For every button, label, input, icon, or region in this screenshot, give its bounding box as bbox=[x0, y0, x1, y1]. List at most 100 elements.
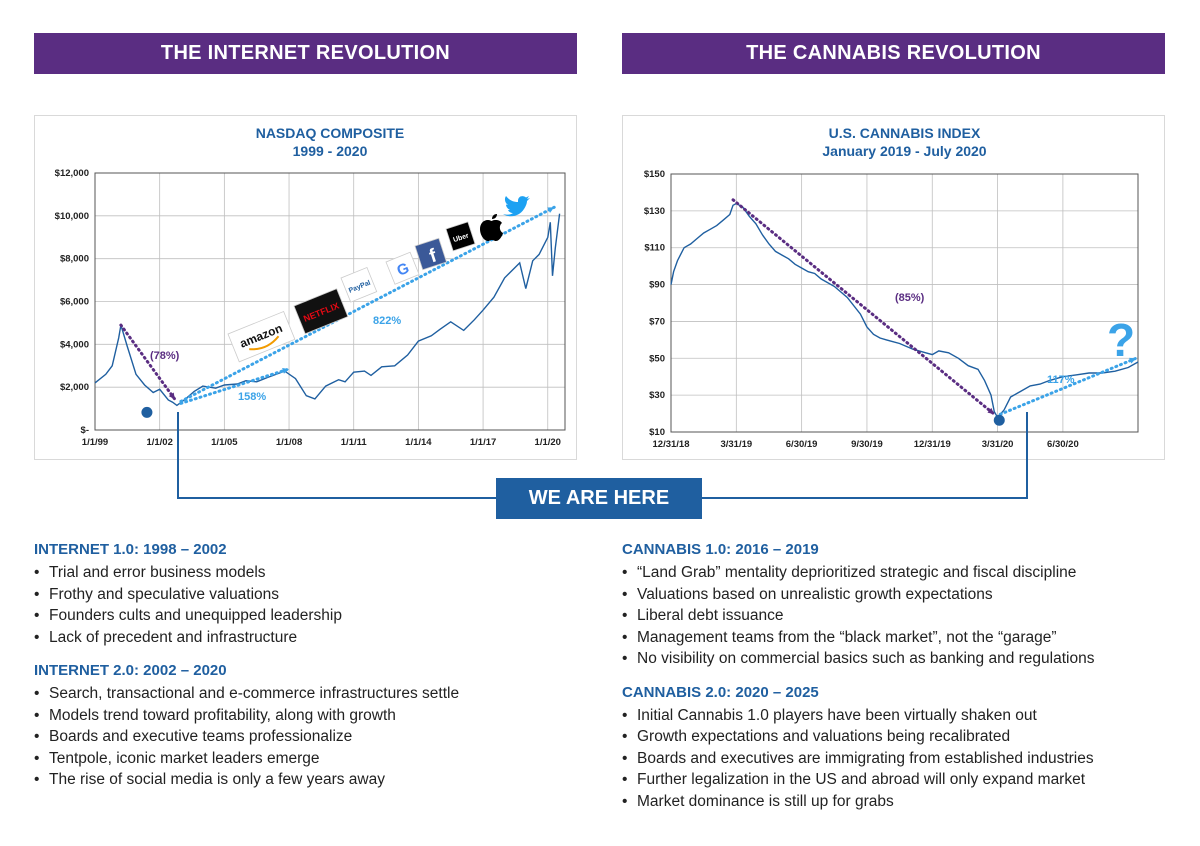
y-tick-label: $12,000 bbox=[55, 168, 89, 179]
x-tick-label: 3/31/20 bbox=[982, 439, 1014, 450]
uber-logo: Uber bbox=[445, 221, 476, 252]
chart-subtitle: 1999 - 2020 bbox=[293, 143, 368, 159]
list-item: Management teams from the “black market”… bbox=[622, 627, 1192, 649]
chart-title: NASDAQ COMPOSITE bbox=[256, 125, 405, 141]
list-item: Boards and executive teams professionali… bbox=[34, 726, 594, 748]
internet-revolution-banner: THE INTERNET REVOLUTION bbox=[34, 33, 577, 74]
recovery-label: 158% bbox=[238, 391, 266, 403]
recovery-arrow-head bbox=[282, 367, 290, 374]
cannabis-chart: U.S. CANNABIS INDEX January 2019 - July 2… bbox=[644, 125, 1139, 450]
nasdaq-chart-panel: NASDAQ COMPOSITE 1999 - 2020 $- $2,000 $4,00… bbox=[34, 115, 577, 460]
x-tick-label: 1/1/99 bbox=[82, 437, 108, 448]
internet-1-heading: INTERNET 1.0: 1998 – 2002 bbox=[34, 541, 227, 558]
list-item: Boards and executives are immigrating fr… bbox=[622, 748, 1192, 770]
cannabis-chart-panel: U.S. CANNABIS INDEX January 2019 - July 2… bbox=[622, 115, 1165, 460]
google-logo: G bbox=[385, 251, 420, 285]
x-tick-label: 12/31/19 bbox=[914, 439, 951, 450]
facebook-logo: f bbox=[414, 237, 448, 271]
y-tick-label: $- bbox=[81, 425, 89, 436]
nasdaq-series-line bbox=[94, 213, 561, 407]
list-item: Market dominance is still up for grabs bbox=[622, 791, 1192, 813]
x-tick-label: 1/1/05 bbox=[211, 437, 238, 448]
paypal-logo: PayPal bbox=[340, 266, 378, 303]
x-tick-label: 1/1/14 bbox=[405, 437, 432, 448]
internet-sections: INTERNET 1.0: 1998 – 2002 Trial and erro… bbox=[34, 541, 594, 805]
decline-arrow-head bbox=[987, 407, 995, 415]
list-item: Models trend toward profitability, along… bbox=[34, 705, 594, 727]
growth-label: 822% bbox=[373, 315, 401, 327]
list-item: Search, transactional and e-commerce inf… bbox=[34, 683, 594, 705]
list-item: The rise of social media is only a few y… bbox=[34, 769, 594, 791]
decline-label: (85%) bbox=[895, 292, 925, 304]
chart-subtitle: January 2019 - July 2020 bbox=[822, 143, 986, 159]
cannabis-2-section: CANNABIS 2.0: 2020 – 2025 Initial Cannab… bbox=[622, 684, 1192, 813]
x-tick-label: 1/1/20 bbox=[535, 437, 561, 448]
apple-logo bbox=[480, 214, 503, 241]
internet-2-section: INTERNET 2.0: 2002 – 2020 Search, transa… bbox=[34, 662, 594, 791]
y-tick-label: $110 bbox=[644, 243, 665, 254]
apple-logo-body bbox=[480, 220, 503, 241]
cannabis-1-section: CANNABIS 1.0: 2016 – 2019 “Land Grab” me… bbox=[622, 541, 1192, 670]
x-tick-label: 1/1/11 bbox=[341, 437, 368, 448]
y-tick-label: $90 bbox=[649, 280, 665, 291]
y-tick-label: $6,000 bbox=[60, 297, 89, 308]
plot-frame bbox=[94, 172, 566, 431]
decline-arrow-head bbox=[168, 392, 175, 400]
y-tick-label: $30 bbox=[649, 390, 665, 401]
list-item: Tentpole, iconic market leaders emerge bbox=[34, 748, 594, 770]
chart-title: U.S. CANNABIS INDEX bbox=[829, 125, 981, 141]
list-item: Trial and error business models bbox=[34, 562, 594, 584]
list-item: Lack of precedent and infrastructure bbox=[34, 627, 594, 649]
we-are-here-connector-left bbox=[177, 412, 499, 499]
recovery-arrow bbox=[998, 356, 1138, 416]
we-are-here-marker bbox=[141, 406, 153, 418]
list-item: Liberal debt issuance bbox=[622, 605, 1192, 627]
cannabis-1-heading: CANNABIS 1.0: 2016 – 2019 bbox=[622, 541, 819, 558]
list-item: Frothy and speculative valuations bbox=[34, 584, 594, 606]
y-tick-label: $130 bbox=[644, 206, 665, 217]
cannabis-series-line bbox=[670, 202, 1139, 419]
cannabis-revolution-banner: THE CANNABIS REVOLUTION bbox=[622, 33, 1165, 74]
x-tick-label: 1/1/17 bbox=[470, 437, 496, 448]
y-tick-label: $4,000 bbox=[60, 339, 89, 350]
list-item: Founders cults and unequipped leadership bbox=[34, 605, 594, 627]
twitter-logo bbox=[503, 196, 530, 217]
twitter-bird bbox=[503, 196, 530, 217]
decline-arrow bbox=[731, 198, 996, 416]
y-tick-label: $2,000 bbox=[60, 382, 89, 393]
recovery-arrow-head bbox=[1129, 357, 1137, 364]
cannabis-2-heading: CANNABIS 2.0: 2020 – 2025 bbox=[622, 683, 819, 701]
x-tick-label: 12/31/18 bbox=[653, 439, 690, 450]
decline-label: (78%) bbox=[150, 350, 180, 362]
recovery-arrow bbox=[179, 367, 291, 405]
growth-arrow-head bbox=[547, 207, 555, 213]
apple-logo-leaf bbox=[492, 214, 497, 219]
amazon-smile bbox=[249, 335, 280, 351]
x-tick-label: 1/1/02 bbox=[146, 437, 172, 448]
we-are-here-label: WE ARE HERE bbox=[496, 478, 702, 519]
netflix-logo: NETFLIX bbox=[293, 288, 349, 335]
internet-1-section: INTERNET 1.0: 1998 – 2002 Trial and erro… bbox=[34, 541, 594, 648]
list-item: “Land Grab” mentality deprioritized stra… bbox=[622, 562, 1192, 584]
netflix-logo-card bbox=[293, 288, 349, 335]
x-tick-label: 6/30/20 bbox=[1047, 439, 1079, 450]
x-tick-label: 1/1/08 bbox=[276, 437, 302, 448]
paypal-logo-card bbox=[340, 266, 378, 303]
facebook-logo-card bbox=[414, 237, 448, 271]
uber-logo-text: Uber bbox=[452, 232, 470, 244]
decline-arrow bbox=[119, 323, 177, 401]
recovery-label: 117% bbox=[1047, 374, 1075, 386]
amazon-logo: amazon bbox=[227, 311, 296, 363]
y-tick-label: $10 bbox=[649, 427, 665, 438]
x-tick-label: 9/30/19 bbox=[851, 439, 883, 450]
uber-logo-card bbox=[445, 221, 476, 252]
y-tick-label: $8,000 bbox=[60, 254, 89, 265]
y-tick-label: $50 bbox=[649, 353, 665, 364]
list-item: Growth expectations and valuations being… bbox=[622, 726, 1192, 748]
cannabis-sections: CANNABIS 1.0: 2016 – 2019 “Land Grab” me… bbox=[622, 541, 1192, 826]
question-mark: ? bbox=[1107, 314, 1135, 366]
google-logo-card bbox=[385, 251, 420, 285]
list-item: No visibility on commercial basics such … bbox=[622, 648, 1192, 670]
list-item: Further legalization in the US and abroa… bbox=[622, 769, 1192, 791]
plot-frame bbox=[670, 173, 1139, 433]
